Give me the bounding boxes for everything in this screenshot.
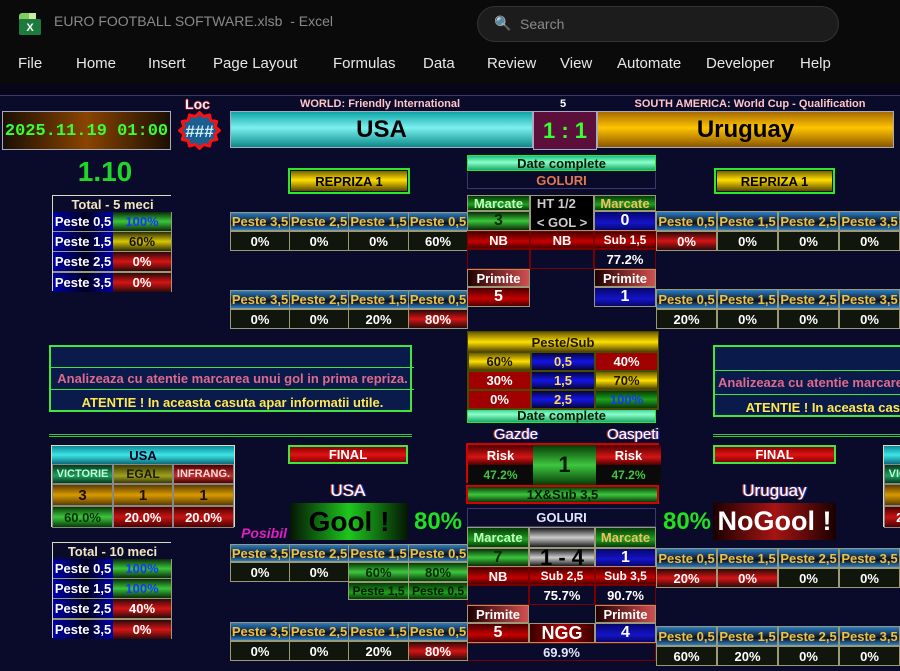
svg-text:X: X [26, 22, 34, 34]
